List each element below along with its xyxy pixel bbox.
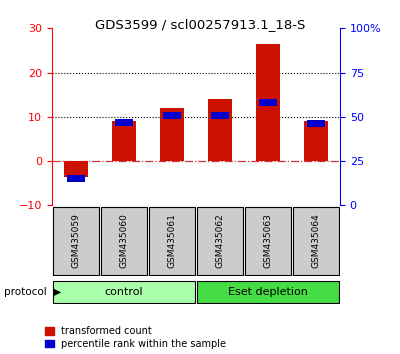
Bar: [304, 121, 328, 161]
Text: GSM435062: GSM435062: [216, 213, 224, 268]
Bar: [150, 207, 194, 275]
Bar: [198, 207, 242, 275]
Bar: [208, 99, 232, 161]
Text: GSM435059: GSM435059: [72, 213, 80, 268]
Bar: [53, 281, 195, 303]
Text: protocol  ▶: protocol ▶: [4, 287, 61, 297]
Legend: transformed count, percentile rank within the sample: transformed count, percentile rank withi…: [45, 326, 226, 349]
Bar: [246, 207, 290, 275]
Bar: [256, 44, 280, 161]
Text: GSM435063: GSM435063: [264, 213, 272, 268]
Bar: [67, 175, 85, 182]
Text: Eset depletion: Eset depletion: [228, 287, 308, 297]
Bar: [294, 207, 338, 275]
Bar: [197, 281, 339, 303]
Bar: [115, 119, 133, 126]
Bar: [102, 207, 146, 275]
Bar: [259, 99, 277, 106]
Text: GSM435061: GSM435061: [168, 213, 176, 268]
Bar: [64, 161, 88, 177]
Text: GSM435060: GSM435060: [120, 213, 128, 268]
Bar: [307, 120, 325, 127]
Text: GDS3599 / scl00257913.1_18-S: GDS3599 / scl00257913.1_18-S: [95, 18, 305, 31]
Bar: [54, 207, 98, 275]
Bar: [163, 112, 181, 119]
Text: GSM435064: GSM435064: [312, 213, 320, 268]
Text: control: control: [105, 287, 143, 297]
Bar: [211, 112, 229, 119]
Bar: [160, 108, 184, 161]
Bar: [112, 121, 136, 161]
